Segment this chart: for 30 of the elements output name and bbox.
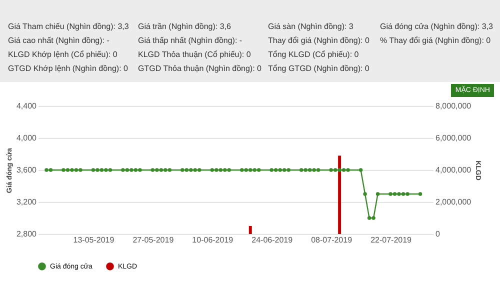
- y2-tick-label: 8,000,000: [436, 102, 472, 110]
- x-tick-label: 24-06-2019: [252, 236, 294, 244]
- text: Tổng KLGD (Cổ phiếu): 0: [268, 50, 360, 61]
- y-tick-label: 3,200: [16, 198, 38, 206]
- y-tick-label: 4,400: [16, 102, 38, 110]
- text: Thay đổi giá (Nghìn đồng): 0: [268, 36, 370, 47]
- x-tick-label: 08-07-2019: [311, 236, 353, 244]
- y-tick-label: 4,000: [16, 134, 38, 142]
- x-tick-label: 27-05-2019: [132, 236, 174, 244]
- text: Giá đóng cửa (Nghìn đồng): 3,3: [380, 22, 494, 33]
- text: Giá trần (Nghìn đồng): 3,6: [138, 22, 232, 33]
- y-tick-label: 3,600: [16, 166, 38, 174]
- text: GTGD Thỏa thuận (Nghìn đồng): 0: [138, 64, 262, 75]
- x-tick-label: 13-05-2019: [73, 236, 115, 244]
- text: Giá sàn (Nghìn đồng): 3: [268, 22, 354, 33]
- y2-tick-label: 6,000,000: [436, 134, 472, 142]
- text: GTGD Khớp lệnh (Nghìn đồng): 0: [8, 64, 129, 75]
- text: Giá cao nhất (Nghìn đồng): -: [8, 36, 110, 47]
- x-tick-label: 10-06-2019: [192, 236, 234, 244]
- text: Tổng GTGD (Nghìn đồng): 0: [268, 64, 370, 75]
- y2-tick-label: 0: [436, 230, 440, 238]
- x-tick-label: 22-07-2019: [370, 236, 412, 244]
- text: Giá Tham chiếu (Nghìn đồng): 3,3: [8, 22, 130, 33]
- y2-tick-label: 2,000,000: [436, 198, 472, 206]
- text: KLGD Khớp lệnh (Cổ phiếu): 0: [8, 50, 118, 61]
- text: Giá thấp nhất (Nghìn đồng): -: [138, 36, 244, 47]
- y-tick-label: 2,800: [16, 230, 38, 238]
- text: % Thay đổi giá (Nghìn đồng): 0: [380, 36, 492, 47]
- y2-tick-label: 4,000,000: [436, 166, 472, 174]
- text: KLGD Thỏa thuận (Cổ phiếu): 0: [138, 50, 252, 61]
